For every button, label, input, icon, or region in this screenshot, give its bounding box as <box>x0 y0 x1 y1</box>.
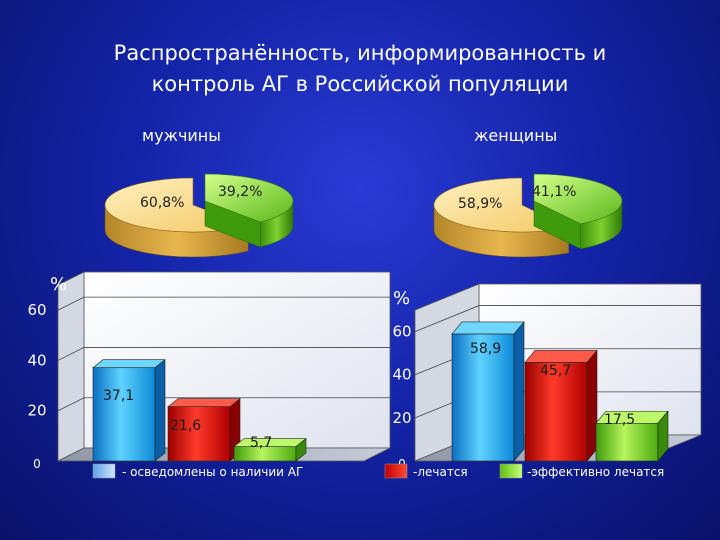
gridline-0-1 <box>57 347 390 361</box>
y-tick-0-1: 40 <box>27 351 46 369</box>
bar-1-1 <box>524 362 588 462</box>
legend-swatch-0-0 <box>92 463 116 479</box>
bar-top-1-1 <box>524 350 598 363</box>
bar-value-label-1-0: 58,9 <box>470 341 501 357</box>
gridline-0-0 <box>57 296 390 311</box>
bar-value-label-1-1: 45,7 <box>540 363 571 379</box>
women-pie-label: женщины <box>474 126 558 145</box>
title-line-1: Распространённость, информированность и <box>113 41 607 65</box>
bar-1-0 <box>451 333 515 462</box>
bar-side-1-1 <box>586 349 598 462</box>
y-axis-label-0: % <box>50 274 67 295</box>
pie-label-0-1: 39,2% <box>218 184 262 200</box>
bar-0-0 <box>92 367 156 462</box>
y-tick-0-2: 20 <box>27 402 46 420</box>
legend-label-1-0: -лечатся <box>413 465 468 479</box>
legend-label-0-0: - осведомлены о наличии АГ <box>122 465 303 479</box>
pie-label-1-1: 41,1% <box>532 184 576 200</box>
bar-top-0-1 <box>167 398 241 407</box>
legend-swatch-1-0 <box>384 463 408 479</box>
bar-top-0-0 <box>92 359 166 369</box>
y-axis-label-1: % <box>393 288 410 309</box>
y-tick-1-2: 20 <box>392 409 411 427</box>
chart-title: Распространённость, информированность и … <box>0 38 720 100</box>
pie-label-1-0: 58,9% <box>458 196 502 212</box>
bar-value-label-0-2: 5,7 <box>250 435 272 451</box>
bar-side-0-2 <box>295 438 307 462</box>
bar-1-2 <box>595 422 659 462</box>
y-tick-0-0: 60 <box>27 301 46 319</box>
bar-side-1-2 <box>657 410 669 462</box>
plot-side-wall-0 <box>57 271 85 462</box>
men-pie-label: мужчины <box>142 126 221 145</box>
y-tick-1-0: 60 <box>392 323 411 341</box>
bar-value-label-1-2: 17,5 <box>604 412 635 428</box>
pie-slice-1-1 <box>533 173 623 225</box>
legend-swatch-1-1 <box>499 463 523 479</box>
y-tick-0-3: 0 <box>33 457 41 471</box>
gridline-0-2 <box>57 397 390 412</box>
bar-0-1 <box>167 406 231 462</box>
bar-value-label-0-1: 21,6 <box>170 418 201 434</box>
pie-label-0-0: 60,8% <box>140 195 184 211</box>
bar-value-label-0-0: 37,1 <box>103 388 134 404</box>
bar-side-0-0 <box>154 359 166 462</box>
legend-label-1-1: -эффективно лечатся <box>527 465 664 479</box>
title-line-2: контроль АГ в Российской популяции <box>151 72 569 96</box>
pie-slice-0-1 <box>204 173 294 223</box>
y-tick-1-1: 40 <box>392 366 411 384</box>
gridline-1-0 <box>414 305 701 332</box>
bar-side-1-0 <box>513 321 525 462</box>
bar-top-1-0 <box>451 321 525 335</box>
